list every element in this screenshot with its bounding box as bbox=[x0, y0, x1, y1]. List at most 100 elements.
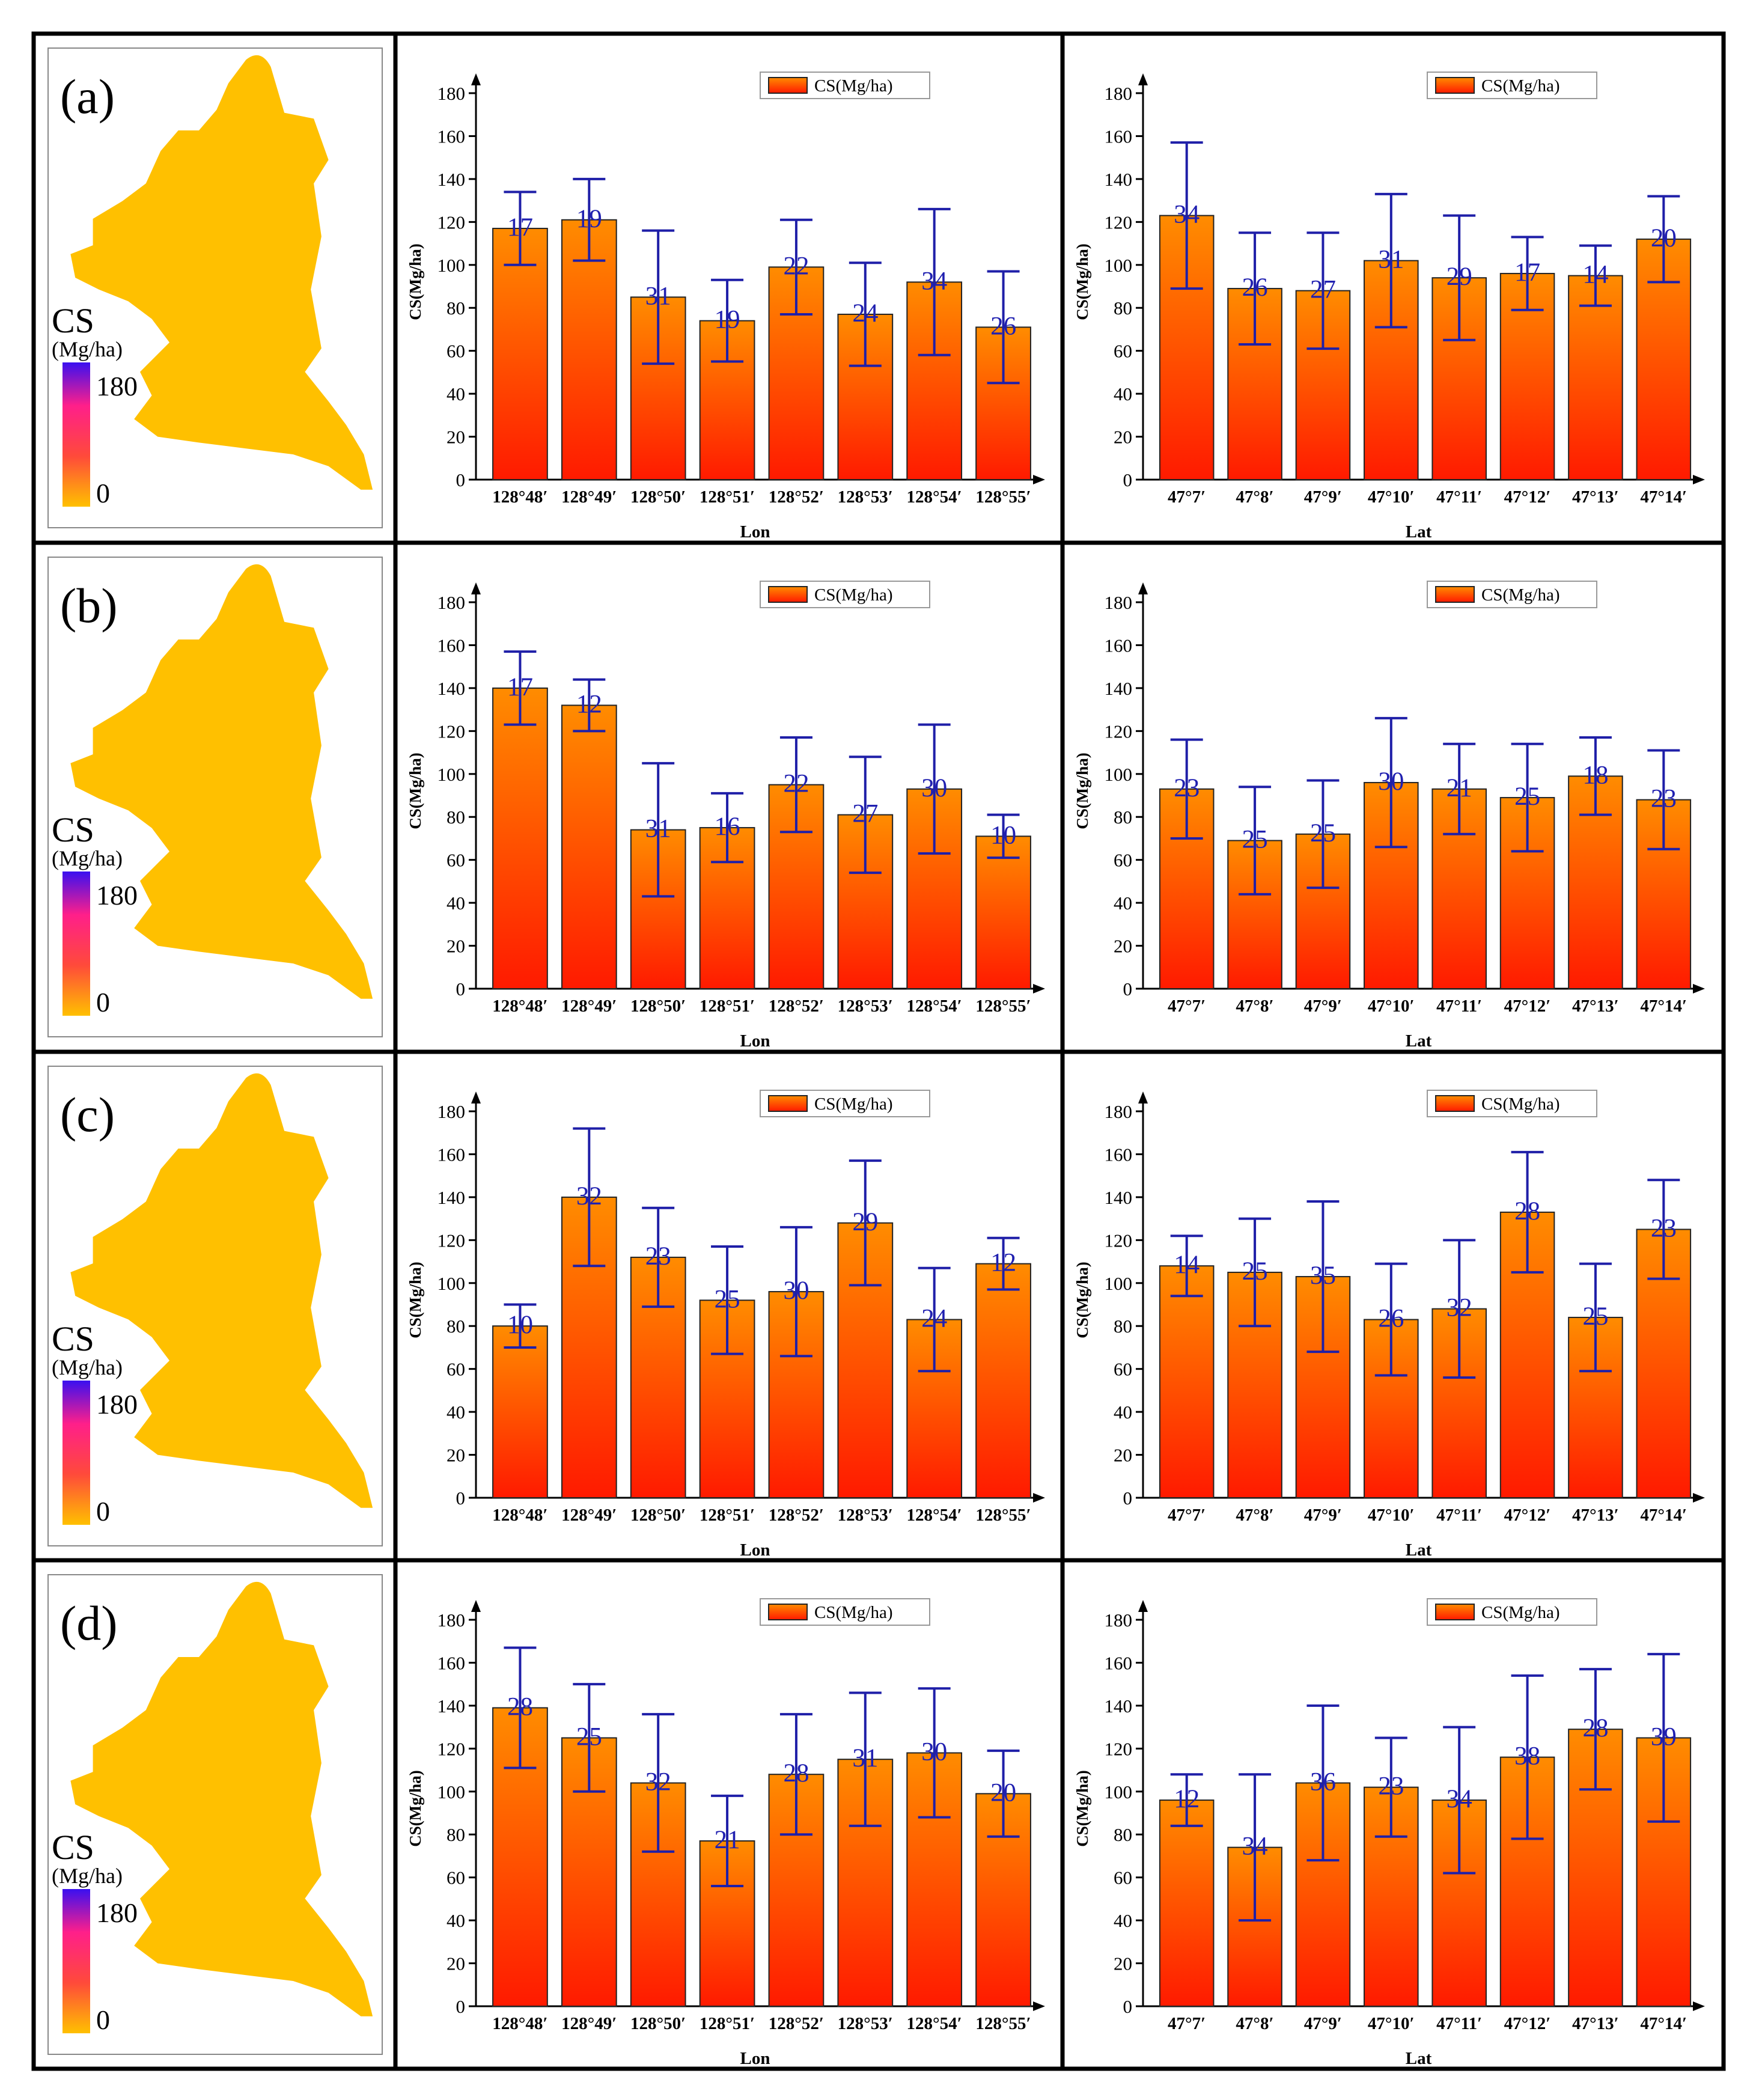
legend-label: CS(Mg/ha) bbox=[1481, 585, 1560, 605]
y-tick-label: 160 bbox=[437, 1652, 466, 1673]
y-tick-label: 20 bbox=[1114, 1953, 1132, 1974]
map-color-legend: CS(Mg/ha) 180 0 bbox=[52, 1828, 138, 2035]
legend-swatch bbox=[768, 77, 808, 94]
y-axis-label: CS(Mg/ha) bbox=[1073, 1770, 1091, 1847]
y-tick-label: 160 bbox=[1105, 1652, 1133, 1673]
y-tick-label: 0 bbox=[1123, 1996, 1133, 2017]
count-label: 30 bbox=[921, 1738, 947, 1766]
y-tick-label: 160 bbox=[1105, 1144, 1133, 1165]
x-tick-label: 128°55′ bbox=[975, 997, 1031, 1016]
x-tick-label: 128°50′ bbox=[630, 997, 686, 1016]
x-tick-label: 47°14′ bbox=[1640, 1506, 1687, 1525]
y-tick-label: 20 bbox=[447, 1445, 465, 1466]
map-legend-unit: (Mg/ha) bbox=[52, 846, 123, 870]
count-label: 14 bbox=[1582, 261, 1608, 289]
y-axis-arrow bbox=[1138, 582, 1148, 594]
x-tick-label: 128°49′ bbox=[561, 1506, 617, 1525]
y-axis-label: CS(Mg/ha) bbox=[406, 1262, 424, 1338]
x-tick-label: 47°9′ bbox=[1304, 1506, 1342, 1525]
x-tick-label: 128°48′ bbox=[492, 1506, 547, 1525]
y-tick-label: 20 bbox=[447, 936, 465, 957]
x-tick-label: 47°10′ bbox=[1368, 2014, 1415, 2033]
map-color-legend: CS(Mg/ha) 180 0 bbox=[52, 301, 138, 508]
count-label: 31 bbox=[645, 282, 671, 310]
legend-label: CS(Mg/ha) bbox=[814, 1094, 893, 1114]
x-tick-label: 47°9′ bbox=[1304, 2014, 1342, 2033]
y-tick-label: 120 bbox=[437, 1738, 466, 1759]
count-label: 34 bbox=[1174, 201, 1200, 229]
count-label: 25 bbox=[1310, 819, 1336, 847]
y-tick-label: 40 bbox=[447, 383, 465, 404]
count-label: 23 bbox=[645, 1242, 671, 1271]
x-tick-label: 47°13′ bbox=[1572, 997, 1619, 1016]
count-label: 20 bbox=[1651, 224, 1677, 252]
map-panel: (c) CS(Mg/ha) 180 0 bbox=[47, 1066, 383, 1546]
count-label: 30 bbox=[921, 774, 947, 802]
count-label: 29 bbox=[1447, 263, 1472, 291]
count-label: 24 bbox=[921, 1305, 947, 1333]
y-axis-arrow bbox=[471, 582, 481, 594]
bar bbox=[492, 1325, 548, 1498]
x-tick-label: 47°7′ bbox=[1168, 2014, 1206, 2033]
count-label: 26 bbox=[1242, 273, 1268, 302]
bar-chart-lon: 0 20 40 60 80 100 120 140 160 180 CS(Mg/ha) CS(Mg/h… bbox=[406, 72, 1045, 542]
y-tick-label: 100 bbox=[1105, 255, 1133, 276]
x-tick-label: 47°14′ bbox=[1640, 487, 1687, 507]
x-tick-label: 47°13′ bbox=[1572, 2014, 1619, 2033]
legend-label: CS(Mg/ha) bbox=[1481, 1094, 1560, 1114]
count-label: 28 bbox=[507, 1693, 533, 1721]
y-tick-label: 60 bbox=[1114, 1359, 1132, 1380]
x-tick-label: 47°9′ bbox=[1304, 997, 1342, 1016]
y-tick-label: 120 bbox=[1105, 212, 1133, 233]
legend-swatch bbox=[768, 1095, 808, 1112]
y-axis-arrow bbox=[471, 1600, 481, 1612]
bar bbox=[975, 1263, 1031, 1498]
y-tick-label: 60 bbox=[447, 341, 465, 362]
count-label: 22 bbox=[783, 252, 809, 280]
count-label: 23 bbox=[1378, 1772, 1404, 1801]
x-axis-label: Lat bbox=[1406, 2049, 1432, 2068]
x-tick-label: 128°52′ bbox=[769, 997, 824, 1016]
count-label: 26 bbox=[1378, 1305, 1404, 1333]
y-tick-label: 160 bbox=[437, 126, 466, 147]
count-label: 32 bbox=[576, 1182, 602, 1210]
map-legend-unit: (Mg/ha) bbox=[52, 337, 123, 361]
count-label: 36 bbox=[1310, 1768, 1336, 1796]
y-axis-arrow bbox=[471, 73, 481, 85]
count-label: 12 bbox=[1174, 1785, 1200, 1813]
legend-swatch bbox=[768, 586, 808, 603]
count-label: 29 bbox=[852, 1208, 878, 1236]
x-tick-label: 47°8′ bbox=[1236, 487, 1273, 507]
y-tick-label: 20 bbox=[1114, 936, 1132, 957]
count-label: 25 bbox=[1514, 783, 1540, 811]
y-axis-label: CS(Mg/ha) bbox=[406, 752, 424, 829]
x-axis-arrow bbox=[1693, 2001, 1705, 2011]
count-label: 28 bbox=[783, 1759, 809, 1787]
count-label: 17 bbox=[507, 213, 533, 242]
map-legend-colorbar bbox=[62, 362, 90, 507]
count-label: 30 bbox=[1378, 768, 1404, 796]
count-label: 17 bbox=[507, 673, 533, 701]
x-tick-label: 47°12′ bbox=[1504, 487, 1551, 507]
count-label: 16 bbox=[715, 813, 740, 841]
x-tick-label: 128°50′ bbox=[630, 487, 686, 507]
count-label: 18 bbox=[1582, 761, 1608, 789]
bar bbox=[492, 687, 548, 990]
y-tick-label: 80 bbox=[447, 298, 465, 319]
count-label: 27 bbox=[1310, 276, 1336, 304]
y-axis-label: CS(Mg/ha) bbox=[1073, 1262, 1091, 1338]
y-tick-label: 60 bbox=[1114, 341, 1132, 362]
map-legend-min: 0 bbox=[96, 1496, 110, 1527]
y-tick-label: 180 bbox=[1105, 592, 1133, 613]
count-label: 25 bbox=[715, 1285, 740, 1313]
legend-swatch bbox=[1435, 1604, 1475, 1620]
x-axis-label: Lat bbox=[1406, 1540, 1432, 1560]
y-tick-label: 140 bbox=[1105, 1696, 1133, 1717]
count-label: 34 bbox=[1447, 1785, 1472, 1813]
y-tick-label: 40 bbox=[447, 1910, 465, 1931]
y-tick-label: 120 bbox=[437, 721, 466, 742]
y-tick-label: 40 bbox=[1114, 1402, 1132, 1423]
bar bbox=[1227, 1271, 1282, 1499]
x-tick-label: 128°49′ bbox=[561, 487, 617, 507]
count-label: 28 bbox=[1582, 1714, 1608, 1742]
